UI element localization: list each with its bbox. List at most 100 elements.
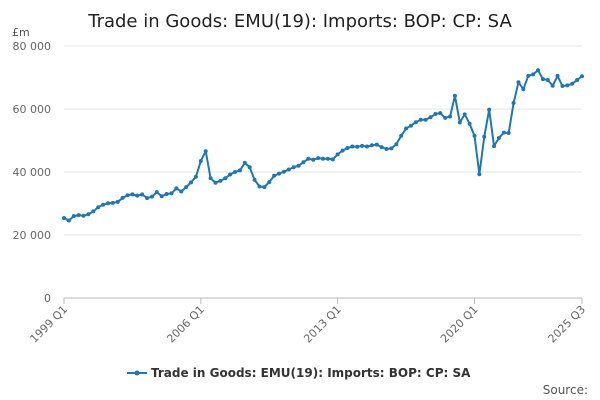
data-point[interactable] [438, 111, 443, 116]
data-point[interactable] [580, 74, 584, 79]
data-point[interactable] [242, 160, 247, 165]
legend[interactable]: Trade in Goods: EMU(19): Imports: BOP: C… [127, 366, 471, 380]
data-point[interactable] [189, 180, 194, 185]
data-point[interactable] [252, 177, 257, 182]
data-point[interactable] [247, 165, 252, 170]
data-point[interactable] [218, 178, 223, 183]
data-point[interactable] [565, 83, 570, 88]
data-point[interactable] [193, 174, 198, 179]
data-point[interactable] [408, 123, 413, 128]
data-point[interactable] [369, 143, 374, 148]
data-point[interactable] [101, 202, 106, 207]
data-point[interactable] [213, 180, 218, 185]
data-point[interactable] [345, 146, 350, 151]
data-point[interactable] [281, 169, 286, 174]
data-point[interactable] [228, 172, 233, 177]
data-point[interactable] [169, 191, 174, 196]
data-point[interactable] [433, 112, 438, 117]
data-point[interactable] [360, 143, 365, 148]
data-point[interactable] [130, 192, 135, 197]
data-point[interactable] [531, 72, 536, 77]
data-point[interactable] [467, 121, 472, 126]
data-point[interactable] [81, 213, 86, 218]
data-point[interactable] [330, 157, 335, 162]
data-point[interactable] [457, 120, 462, 125]
data-point[interactable] [526, 73, 531, 78]
data-point[interactable] [198, 158, 203, 163]
data-point[interactable] [149, 194, 154, 199]
data-point[interactable] [399, 133, 404, 138]
data-point[interactable] [496, 135, 501, 140]
data-point[interactable] [570, 81, 575, 86]
data-point[interactable] [443, 115, 448, 120]
data-point[interactable] [355, 144, 360, 149]
data-point[interactable] [462, 112, 467, 117]
data-point[interactable] [120, 195, 125, 200]
data-point[interactable] [350, 144, 355, 149]
data-point[interactable] [286, 167, 291, 172]
data-point[interactable] [316, 156, 321, 161]
data-point[interactable] [545, 78, 550, 83]
data-point[interactable] [91, 209, 96, 214]
data-point[interactable] [71, 214, 76, 219]
data-point[interactable] [159, 194, 164, 199]
data-point[interactable] [76, 213, 81, 218]
data-point[interactable] [511, 101, 516, 106]
data-point[interactable] [340, 148, 345, 153]
data-point[interactable] [472, 133, 477, 138]
data-point[interactable] [550, 83, 555, 88]
data-point[interactable] [223, 176, 228, 181]
data-point[interactable] [335, 152, 340, 157]
data-point[interactable] [521, 87, 526, 92]
data-point[interactable] [257, 184, 262, 189]
data-point[interactable] [428, 115, 433, 120]
data-point[interactable] [306, 156, 311, 161]
data-point[interactable] [267, 180, 272, 185]
data-point[interactable] [575, 78, 580, 83]
data-point[interactable] [364, 144, 369, 149]
data-point[interactable] [62, 215, 66, 220]
data-point[interactable] [540, 77, 545, 82]
data-point[interactable] [203, 149, 208, 154]
data-point[interactable] [501, 130, 506, 135]
data-point[interactable] [208, 176, 213, 181]
data-point[interactable] [154, 190, 159, 195]
data-point[interactable] [110, 200, 115, 205]
data-point[interactable] [135, 193, 140, 198]
data-point[interactable] [277, 171, 282, 176]
data-point[interactable] [262, 185, 267, 190]
data-point[interactable] [125, 193, 130, 198]
data-point[interactable] [555, 73, 560, 78]
data-point[interactable] [140, 192, 145, 197]
data-point[interactable] [233, 170, 238, 174]
data-point[interactable] [384, 147, 389, 151]
data-point[interactable] [492, 144, 497, 149]
data-point[interactable] [321, 156, 325, 161]
data-point[interactable] [291, 165, 296, 170]
data-point[interactable] [115, 199, 120, 204]
data-point[interactable] [164, 192, 169, 197]
data-point[interactable] [394, 142, 399, 147]
data-point[interactable] [179, 189, 184, 194]
data-point[interactable] [296, 163, 301, 168]
data-point[interactable] [96, 205, 101, 210]
data-point[interactable] [145, 196, 150, 201]
data-point[interactable] [536, 68, 541, 73]
data-point[interactable] [448, 114, 453, 119]
data-point[interactable] [311, 157, 316, 162]
data-point[interactable] [389, 146, 394, 151]
data-point[interactable] [477, 172, 482, 177]
data-point[interactable] [301, 160, 306, 165]
data-point[interactable] [325, 156, 330, 161]
data-point[interactable] [374, 142, 379, 147]
data-point[interactable] [413, 120, 418, 125]
data-point[interactable] [423, 117, 428, 122]
data-point[interactable] [452, 93, 457, 98]
data-point[interactable] [487, 107, 492, 112]
data-point[interactable] [237, 168, 242, 173]
data-point[interactable] [506, 130, 511, 135]
data-point[interactable] [560, 84, 565, 88]
data-point[interactable] [184, 185, 189, 190]
data-point[interactable] [418, 117, 423, 122]
data-point[interactable] [516, 80, 521, 85]
